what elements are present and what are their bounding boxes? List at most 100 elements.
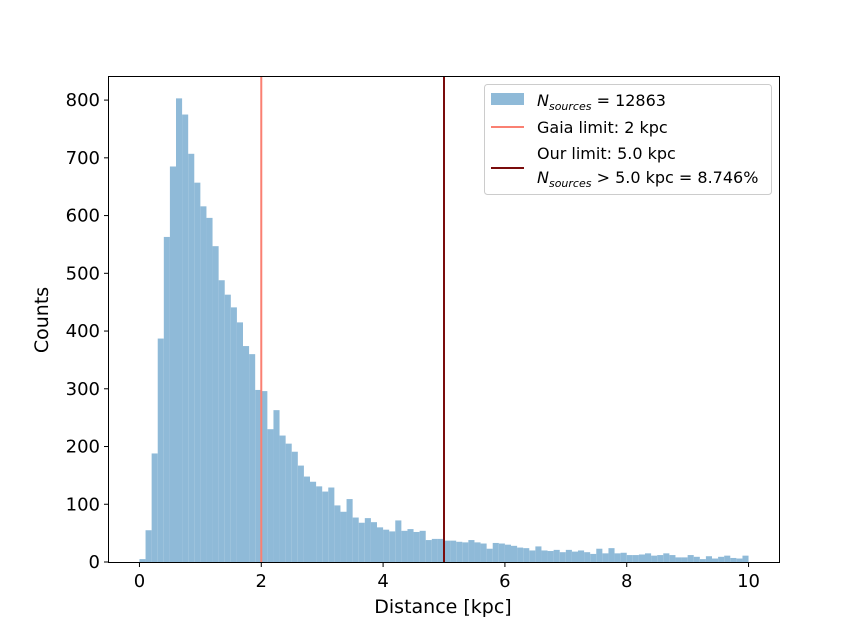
histogram-bar	[425, 540, 432, 562]
histogram-bar	[736, 558, 743, 562]
histogram-bar	[614, 553, 621, 562]
y-tick-label: 200	[66, 437, 100, 458]
histogram-bar	[578, 550, 585, 562]
histogram-bar	[322, 491, 329, 562]
histogram-bar	[139, 559, 146, 562]
histogram-bar	[163, 236, 170, 563]
histogram-bar	[297, 465, 304, 562]
histogram-bar	[468, 540, 475, 562]
histogram-bar	[212, 246, 219, 563]
y-tick-label: 800	[66, 90, 100, 111]
histogram-bar	[224, 294, 231, 562]
histogram-bar	[657, 555, 664, 562]
histogram-bar	[157, 338, 164, 562]
histogram-bar	[632, 555, 639, 562]
histogram-bar	[486, 548, 493, 562]
histogram-bar	[236, 322, 243, 562]
histogram-bar	[645, 553, 652, 562]
histogram-bar	[450, 540, 457, 562]
histogram-bar	[571, 551, 578, 562]
histogram-bar	[176, 98, 183, 562]
histogram-bar	[602, 553, 609, 562]
legend-swatch-histogram	[491, 93, 524, 105]
y-tick-label: 300	[66, 379, 100, 400]
histogram-bar	[383, 529, 390, 562]
y-tick-label: 100	[66, 494, 100, 515]
histogram-bar	[419, 530, 426, 562]
histogram-bar	[681, 557, 688, 562]
histogram-bar	[285, 443, 292, 562]
histogram-bar	[626, 555, 633, 562]
x-axis-label: Distance [kpc]	[374, 596, 511, 618]
histogram-bar	[188, 153, 195, 562]
histogram-bar	[145, 530, 152, 562]
histogram-bar	[712, 558, 719, 562]
histogram-bar	[724, 555, 731, 562]
y-tick-label: 0	[89, 552, 100, 573]
histogram-bar	[565, 549, 572, 562]
histogram-bar	[340, 511, 347, 562]
histogram-bar	[182, 114, 189, 563]
histogram-bar	[517, 547, 524, 562]
histogram-bar	[663, 553, 670, 562]
plot-frame	[108, 76, 780, 563]
histogram-bar	[334, 505, 341, 562]
histogram-bar	[511, 545, 518, 562]
histogram-bar	[559, 552, 566, 562]
histogram-bar	[444, 540, 451, 562]
histogram-bar	[437, 538, 444, 562]
histogram-bar	[279, 435, 286, 562]
histogram-bar	[553, 549, 560, 562]
histogram-bar	[291, 451, 298, 562]
x-tick-label: 4	[377, 571, 388, 592]
y-tick-label: 600	[66, 206, 100, 227]
histogram-bar	[267, 429, 274, 562]
histogram-bar	[687, 555, 694, 562]
histogram-bar	[541, 550, 548, 562]
y-axis-label: Counts	[31, 287, 53, 353]
histogram-bar	[523, 548, 530, 562]
histogram-bar	[529, 550, 536, 562]
histogram-bar	[255, 389, 262, 562]
histogram-bar	[413, 531, 420, 562]
histogram-bar	[675, 557, 682, 562]
x-tick-label: 10	[737, 571, 760, 592]
histogram-bar	[699, 559, 706, 562]
histogram-bar	[328, 487, 335, 562]
x-axis-ticks: 0 2 4 6 8 10	[134, 562, 760, 592]
histogram-bar	[395, 520, 402, 562]
histogram-bar	[730, 557, 737, 562]
x-tick-label: 6	[499, 571, 510, 592]
histogram-bar	[431, 538, 438, 562]
histogram-bar	[620, 552, 627, 562]
x-tick-label: 2	[256, 571, 267, 592]
histogram-bar	[206, 217, 213, 562]
histogram-bar	[669, 555, 676, 562]
histogram-bar	[456, 541, 463, 562]
histogram-bar	[608, 548, 615, 562]
histogram-bar	[535, 546, 542, 562]
histogram-bar	[346, 499, 353, 562]
histogram-bar	[492, 542, 499, 562]
histogram-bar	[651, 555, 658, 562]
histogram-bar	[243, 346, 250, 562]
histogram-bar	[151, 453, 158, 562]
histogram-bar	[498, 543, 505, 562]
histogram-bar	[194, 182, 201, 563]
histogram-bar	[401, 530, 408, 562]
histogram-bars	[139, 98, 749, 563]
y-tick-label: 700	[66, 148, 100, 169]
histogram-bar	[377, 527, 384, 562]
y-tick-label: 400	[66, 321, 100, 342]
histogram-bar	[230, 307, 237, 562]
histogram-bar	[200, 206, 207, 563]
histogram-bar	[273, 410, 280, 562]
histogram-bar	[547, 551, 554, 562]
histogram-bar	[370, 522, 377, 562]
legend-entry-histogram: Nsources = 12863	[537, 91, 666, 113]
histogram-bar	[596, 548, 603, 562]
histogram-bar	[218, 280, 225, 562]
x-tick-label: 0	[134, 571, 145, 592]
histogram-bar	[407, 529, 414, 562]
histogram-bar	[705, 556, 712, 562]
